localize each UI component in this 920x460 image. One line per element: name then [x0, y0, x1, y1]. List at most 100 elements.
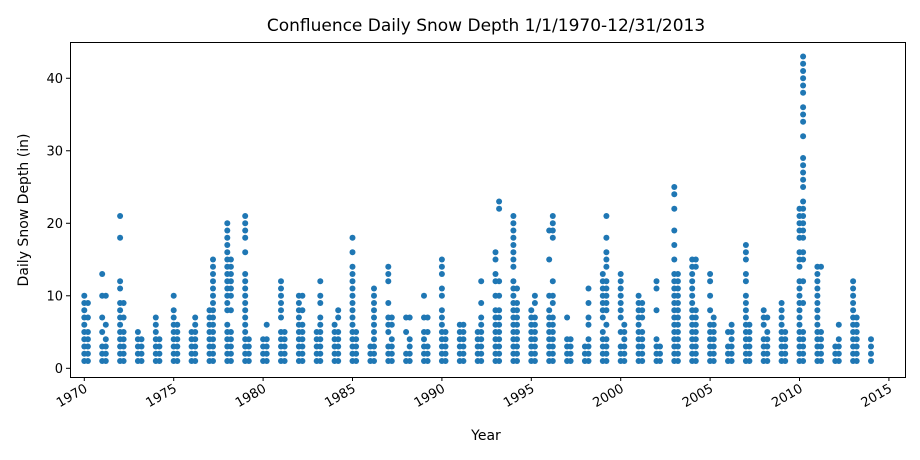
data-point: [152, 329, 159, 335]
data-point: [478, 336, 485, 343]
data-point: [152, 314, 159, 321]
data-point: [692, 329, 699, 335]
data-point: [742, 314, 749, 321]
data-point: [782, 329, 789, 335]
data-point: [120, 343, 127, 350]
data-point: [692, 358, 699, 364]
data-point: [117, 285, 124, 292]
data-point: [242, 213, 249, 219]
data-point: [796, 307, 803, 314]
data-point: [242, 314, 249, 321]
y-tick-label: 0: [55, 362, 63, 377]
data-point: [818, 263, 824, 270]
data-point: [210, 285, 216, 292]
data-point: [531, 300, 538, 306]
data-point: [210, 321, 216, 328]
data-point: [814, 300, 821, 306]
data-point: [514, 314, 520, 321]
data-point: [299, 350, 306, 357]
data-point: [674, 292, 681, 299]
data-point: [192, 343, 199, 350]
data-point: [496, 321, 503, 328]
data-point: [728, 350, 735, 357]
data-point: [764, 336, 771, 343]
data-point: [531, 292, 538, 299]
data-point: [496, 278, 503, 285]
data-point: [510, 234, 517, 241]
data-point: [764, 343, 771, 350]
data-point: [531, 350, 538, 357]
data-point: [496, 314, 503, 321]
data-point: [349, 234, 356, 241]
data-point: [438, 314, 445, 321]
data-point: [371, 285, 377, 292]
data-point: [850, 278, 857, 285]
data-point: [478, 329, 485, 335]
data-point: [710, 336, 717, 343]
data-point: [496, 292, 503, 299]
data-point: [371, 321, 377, 328]
data-point: [278, 292, 284, 299]
data-point: [510, 249, 517, 256]
data-point: [263, 343, 270, 350]
data-point: [210, 271, 216, 277]
data-point: [385, 329, 392, 335]
data-point: [514, 300, 520, 306]
data-point: [742, 307, 749, 314]
data-point: [278, 278, 284, 285]
data-point: [227, 307, 234, 314]
data-point: [388, 358, 395, 364]
data-point: [227, 278, 234, 285]
data-point: [800, 176, 807, 183]
data-point: [707, 271, 714, 277]
data-point: [317, 343, 324, 350]
data-point: [778, 300, 785, 306]
data-point: [617, 314, 624, 321]
data-point: [102, 343, 109, 350]
data-point: [460, 358, 467, 364]
data-point: [388, 350, 395, 357]
data-point: [746, 321, 753, 328]
data-point: [99, 314, 106, 321]
data-point: [478, 278, 485, 285]
data-point: [603, 263, 610, 270]
data-point: [353, 329, 360, 335]
data-point: [299, 321, 306, 328]
data-point: [549, 321, 556, 328]
data-point: [117, 307, 124, 314]
data-point: [639, 329, 646, 335]
data-point: [800, 358, 807, 364]
data-point: [442, 329, 449, 335]
data-point: [496, 198, 503, 205]
data-point: [331, 321, 338, 328]
data-point: [710, 314, 717, 321]
y-tick-label: 30: [46, 144, 63, 159]
data-point: [782, 358, 789, 364]
data-point: [317, 350, 324, 357]
data-point: [335, 314, 342, 321]
data-point: [478, 350, 485, 357]
data-point: [674, 336, 681, 343]
data-point: [263, 321, 270, 328]
data-point: [742, 242, 749, 248]
data-point: [242, 292, 249, 299]
data-point: [746, 329, 753, 335]
data-point: [492, 271, 499, 277]
data-point: [549, 278, 556, 285]
data-point: [81, 307, 88, 314]
data-point: [120, 350, 127, 357]
data-point: [227, 358, 234, 364]
data-point: [796, 321, 803, 328]
data-point: [371, 300, 377, 306]
data-point: [603, 307, 610, 314]
data-point: [120, 314, 127, 321]
data-point: [728, 343, 735, 350]
data-point: [371, 343, 377, 350]
data-point: [478, 343, 485, 350]
data-point: [818, 336, 824, 343]
data-point: [281, 343, 288, 350]
data-point: [227, 285, 234, 292]
data-point: [460, 350, 467, 357]
data-point: [349, 278, 356, 285]
data-point: [210, 336, 216, 343]
